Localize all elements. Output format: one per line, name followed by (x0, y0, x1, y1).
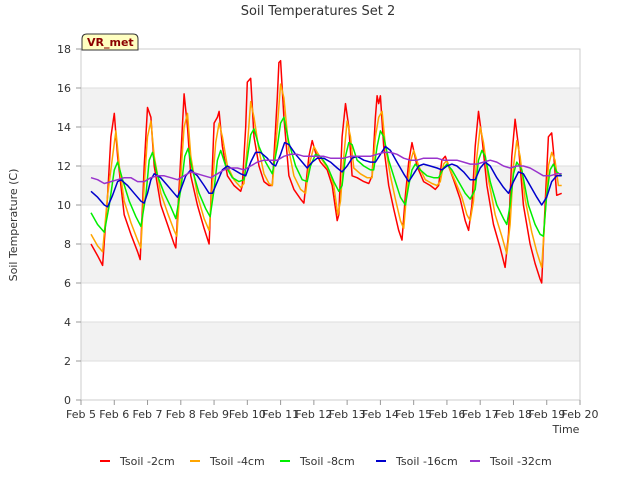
x-tick-label: Feb 16 (428, 408, 465, 421)
y-tick-label: 10 (57, 199, 71, 212)
y-tick-label: 2 (64, 355, 71, 368)
background-band (81, 283, 580, 322)
x-tick-label: Feb 20 (562, 408, 599, 421)
x-tick-label: Feb 18 (495, 408, 532, 421)
background-band (81, 322, 580, 361)
series-line-tsoil-32cm (90, 151, 562, 185)
legend-label: Tsoil -4cm (209, 455, 265, 468)
station-badge-box (81, 33, 139, 51)
x-tick-label: Feb 7 (133, 408, 163, 421)
x-tick-label: Feb 13 (329, 408, 366, 421)
y-tick-label: 14 (57, 121, 71, 134)
x-tick-label: Feb 12 (295, 408, 332, 421)
series-line-tsoil-2cm (90, 59, 562, 284)
background-band (81, 88, 580, 127)
legend-label: Tsoil -32cm (489, 455, 552, 468)
series-line-tsoil-8cm (90, 116, 563, 237)
y-tick-label: 0 (64, 394, 71, 407)
series-lines (90, 59, 563, 284)
legend: Tsoil -2cm Tsoil -4cm Tsoil -8cm Tsoil -16c… (100, 455, 552, 468)
chart-title: Soil Temperatures Set 2 (241, 4, 396, 19)
x-tick-label: Feb 8 (166, 408, 196, 421)
background-band (81, 361, 580, 400)
background-band (81, 205, 580, 244)
y-tick-label: 6 (64, 277, 71, 290)
background-band (81, 244, 580, 283)
y-tick-label: 18 (57, 43, 71, 56)
series-line-tsoil-4cm (90, 83, 562, 269)
y-axis-ticks: 0 2 4 6 8 10 12 14 16 18 (57, 43, 81, 407)
x-tick-label: Feb 14 (362, 408, 399, 421)
plot-background-bands (81, 49, 580, 400)
x-tick-label: Feb 15 (395, 408, 432, 421)
series-line-tsoil-16cm (90, 141, 562, 208)
station-badge: VR_met (81, 33, 139, 51)
y-tick-label: 4 (64, 316, 71, 329)
x-tick-label: Feb 10 (229, 408, 266, 421)
y-axis-label: Soil Temperature (C) (7, 169, 20, 282)
legend-label: Tsoil -2cm (119, 455, 175, 468)
x-tick-label: Feb 17 (462, 408, 499, 421)
x-tick-label: Feb 11 (262, 408, 299, 421)
station-badge-label: VR_met (87, 36, 134, 49)
legend-label: Tsoil -8cm (299, 455, 355, 468)
background-band (81, 49, 580, 88)
background-band (81, 127, 580, 166)
x-tick-label: Feb 9 (199, 408, 229, 421)
y-tick-label: 12 (57, 160, 71, 173)
y-tick-label: 16 (57, 82, 71, 95)
legend-label: Tsoil -16cm (395, 455, 458, 468)
y-tick-label: 8 (64, 238, 71, 251)
x-tick-label: Feb 6 (99, 408, 129, 421)
x-tick-label: Feb 5 (66, 408, 96, 421)
x-axis-label: Time (552, 423, 580, 436)
plot-frame (80, 48, 581, 401)
x-tick-label: Feb 19 (528, 408, 565, 421)
